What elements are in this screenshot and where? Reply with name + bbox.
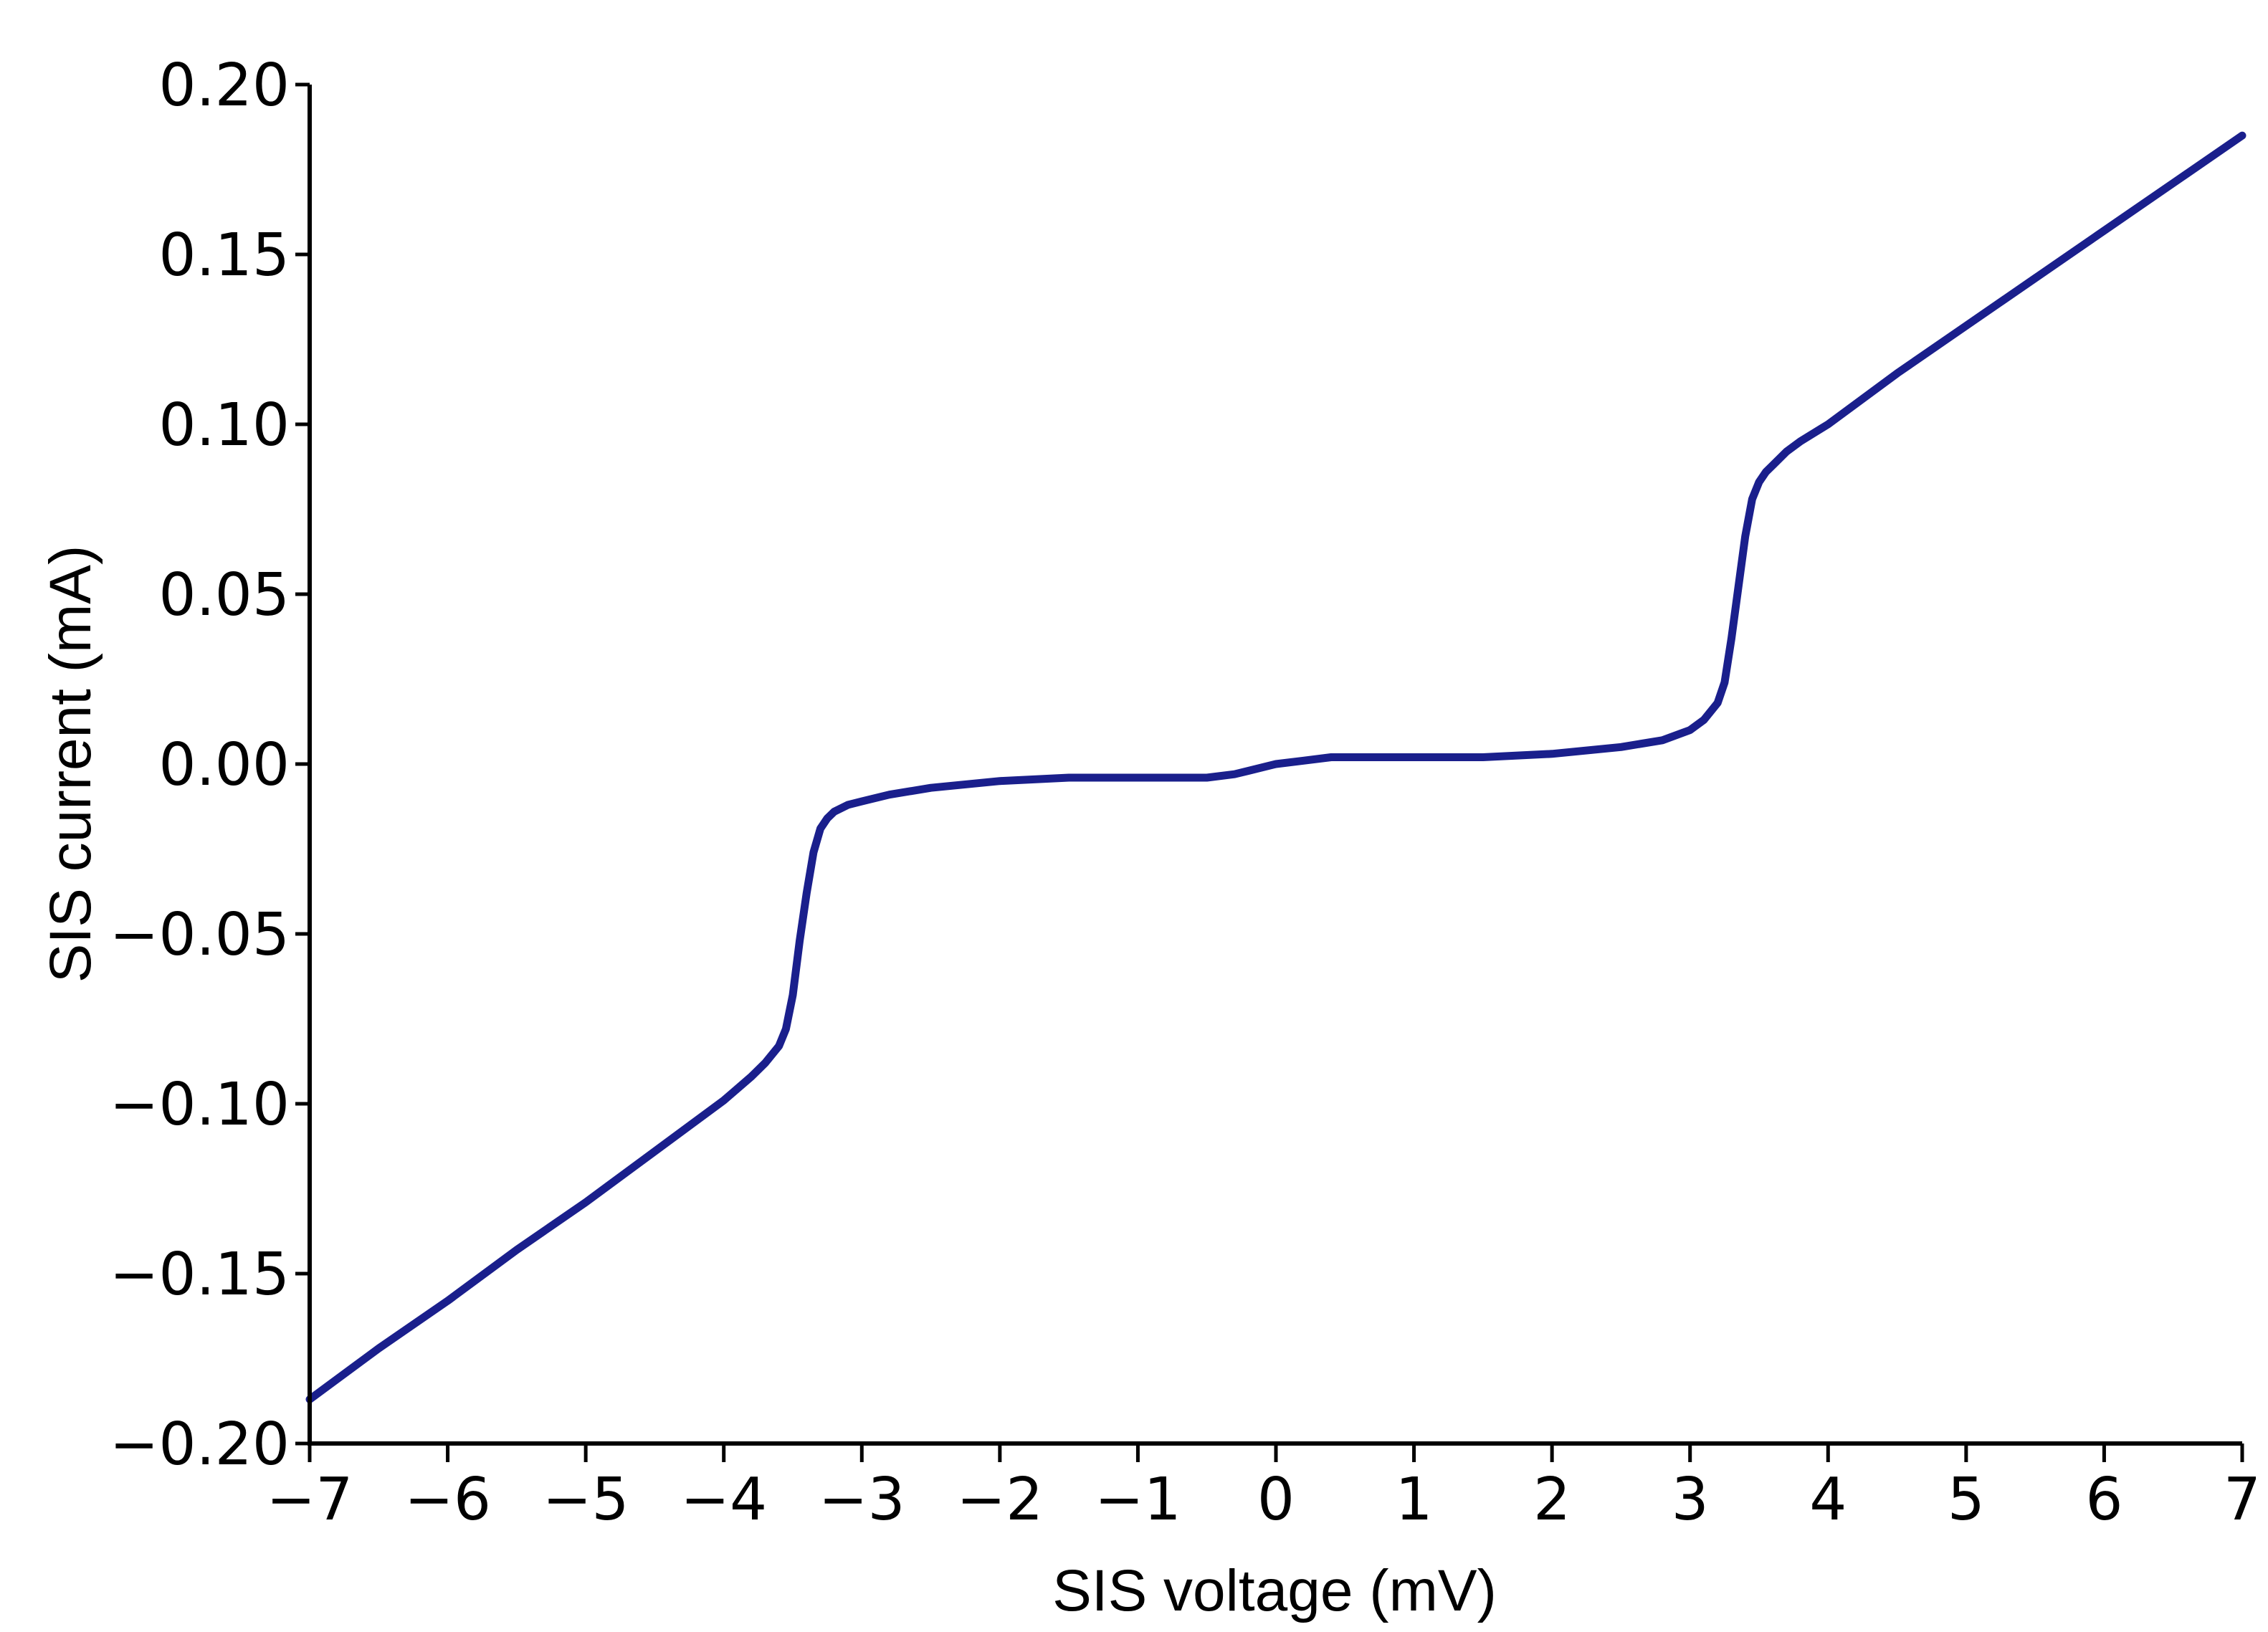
x-tick-label: 1 bbox=[1395, 1466, 1432, 1534]
x-tick-label: 4 bbox=[1809, 1466, 1847, 1534]
y-tick-label: −0.05 bbox=[110, 901, 290, 969]
x-tick-label: −1 bbox=[1095, 1466, 1181, 1534]
x-tick-label: −2 bbox=[956, 1466, 1043, 1534]
x-tick-label: 7 bbox=[2224, 1466, 2261, 1534]
x-tick-label: −6 bbox=[404, 1466, 491, 1534]
iv-curve-series-line bbox=[305, 131, 2246, 1403]
x-tick-label: −7 bbox=[267, 1466, 353, 1534]
plot-area bbox=[305, 131, 2246, 1403]
x-tick-label: −3 bbox=[819, 1466, 905, 1534]
y-tick-label: 0.00 bbox=[158, 731, 290, 799]
x-axis-ticks: −7 −6 −5 −4 −3 −2 −1 0 1 2 3 4 5 6 7 bbox=[267, 1443, 2261, 1534]
x-tick-label: −4 bbox=[680, 1466, 767, 1534]
y-tick-label: −0.20 bbox=[110, 1411, 290, 1479]
y-tick-label: −0.15 bbox=[110, 1241, 290, 1309]
x-tick-label: 5 bbox=[1948, 1466, 1985, 1534]
x-tick-label: 3 bbox=[1672, 1466, 1709, 1534]
x-axis-title: SIS voltage (mV) bbox=[1052, 1558, 1497, 1623]
x-tick-label: 0 bbox=[1257, 1466, 1295, 1534]
y-tick-label: −0.10 bbox=[110, 1071, 290, 1139]
y-tick-label: 0.05 bbox=[158, 561, 290, 629]
y-axis-title: SIS current (mA) bbox=[38, 545, 103, 983]
x-tick-label: 2 bbox=[1533, 1466, 1571, 1534]
x-tick-label: −5 bbox=[543, 1466, 629, 1534]
y-tick-label: 0.10 bbox=[158, 391, 290, 459]
y-axis-ticks: −0.20 −0.15 −0.10 −0.05 0.00 0.05 0.10 0.15 0.20 bbox=[110, 52, 310, 1479]
y-tick-label: 0.20 bbox=[158, 52, 290, 120]
y-tick-label: 0.15 bbox=[158, 221, 290, 290]
x-tick-label: 6 bbox=[2085, 1466, 2122, 1534]
